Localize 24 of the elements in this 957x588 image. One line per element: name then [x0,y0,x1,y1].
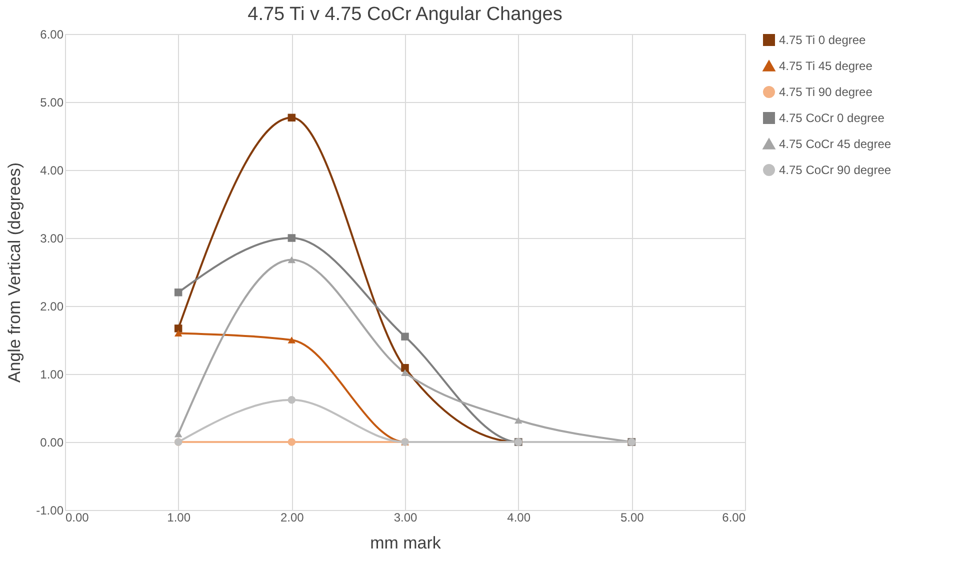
x-tick-label: 5.00 [620,510,644,524]
legend-label: 4.75 Ti 45 degree [779,59,873,73]
chart-title: 4.75 Ti v 4.75 CoCr Angular Changes [248,4,562,25]
y-axis-title: Angle from Vertical (degrees) [5,162,24,383]
x-tick-label: 3.00 [394,510,418,524]
y-tick-label: 1.00 [40,368,64,382]
x-tick-label: 4.00 [507,510,531,524]
y-tick-label: -1.00 [36,504,64,518]
y-tick-label: 4.00 [40,164,64,178]
x-tick-label: 6.00 [722,510,746,524]
x-tick-label: 2.00 [280,510,304,524]
legend-label: 4.75 Ti 90 degree [779,85,873,99]
y-tick-label: 5.00 [40,96,64,110]
legend-label: 4.75 CoCr 90 degree [779,163,892,177]
y-tick-label: 0.00 [40,436,64,450]
y-tick-label: 6.00 [40,28,64,42]
y-tick-label: 3.00 [40,232,64,246]
y-tick-label: 2.00 [40,300,64,314]
legend-label: 4.75 Ti 0 degree [779,33,866,47]
legend-label: 4.75 CoCr 0 degree [779,111,885,125]
legend-label: 4.75 CoCr 45 degree [779,137,892,151]
x-tick-label: 0.00 [66,510,90,524]
x-tick-label: 1.00 [167,510,191,524]
x-axis-title: mm mark [370,534,442,552]
